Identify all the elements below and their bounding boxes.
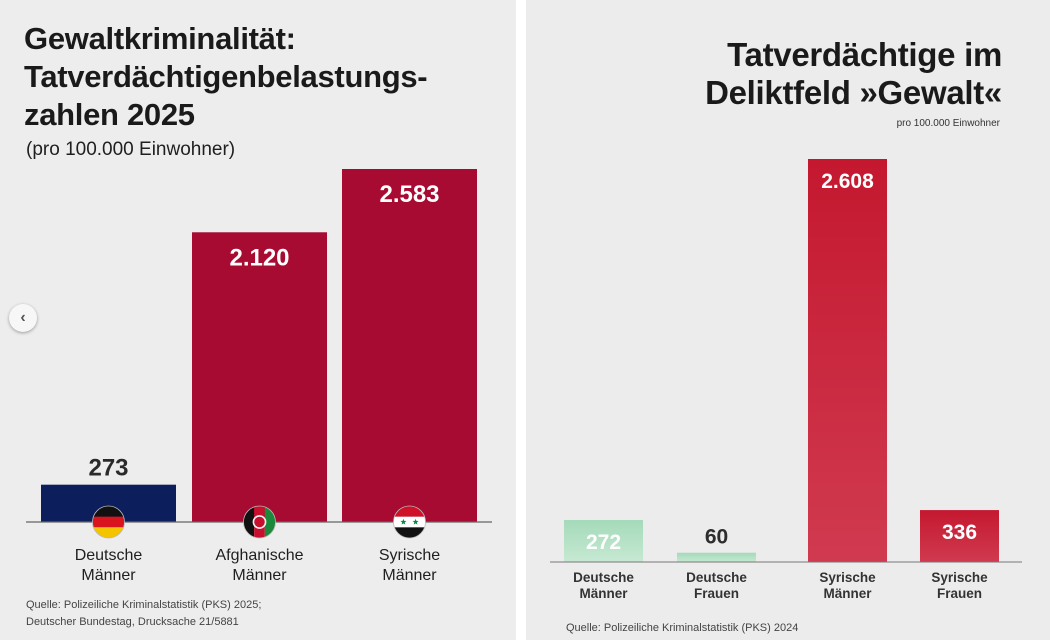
category-label: Syrische xyxy=(819,570,876,585)
previous-slide-button[interactable]: ‹ xyxy=(9,304,37,332)
left-source-line: Deutscher Bundestag, Drucksache 21/5881 xyxy=(26,616,239,628)
chevron-left-icon: ‹ xyxy=(20,309,26,326)
right-bar-chart: 272 602.608336DeutscheMännerDeutscheFraue… xyxy=(550,159,1022,601)
value-label: 272 xyxy=(586,531,621,554)
syria-flag-icon xyxy=(393,505,426,539)
category-label: Deutsche xyxy=(75,547,143,564)
left-source-note: Quelle: Polizeiliche Kriminalstatistik (… xyxy=(26,597,261,631)
category-label: Männer xyxy=(232,567,287,584)
bar xyxy=(564,519,643,562)
value-label: 336 xyxy=(942,521,977,544)
value-label: 2.120 xyxy=(229,244,289,271)
left-title-line: zahlen 2025 xyxy=(24,97,195,132)
bar xyxy=(192,232,327,522)
category-label: Afghanische xyxy=(215,547,303,564)
left-chart-panel: Gewaltkriminalität: Tatverdächtigenbelas… xyxy=(0,0,516,640)
right-chart-title: Tatverdächtige im Deliktfeld »Gewalt« xyxy=(582,36,1002,112)
right-source-line: Quelle: Polizeiliche Kriminalstatistik (… xyxy=(566,622,799,634)
category-label: Deutsche xyxy=(686,570,747,585)
category-label: Männer xyxy=(81,567,136,584)
category-label: Männer xyxy=(579,586,628,601)
right-chart-panel: Tatverdächtige im Deliktfeld »Gewalt« pr… xyxy=(526,0,1050,640)
category-label: Deutsche xyxy=(573,570,634,585)
value-label: 60 xyxy=(705,526,728,549)
bar xyxy=(808,159,887,562)
right-title-line: Tatverdächtige im xyxy=(727,36,1002,73)
bar xyxy=(342,169,477,522)
left-bar-chart: 273 2.120 2.583 Deutsche Männer Afghanische Mä… xyxy=(26,169,492,584)
left-source-line: Quelle: Polizeiliche Kriminalstatistik (… xyxy=(26,599,262,611)
category-label: Männer xyxy=(382,567,437,584)
right-source-note: Quelle: Polizeiliche Kriminalstatistik (… xyxy=(566,620,798,637)
left-title-line: Tatverdächtigenbelastungs- xyxy=(24,59,428,94)
value-label: 2.583 xyxy=(379,181,439,208)
value-label: 2.608 xyxy=(821,170,874,193)
right-chart-subtitle: pro 100.000 Einwohner xyxy=(896,118,1000,129)
category-label: Frauen xyxy=(937,586,982,601)
value-label: 273 xyxy=(88,455,128,482)
right-title-line: Deliktfeld »Gewalt« xyxy=(705,74,1002,111)
left-title-line: Gewaltkriminalität: xyxy=(24,21,296,56)
category-label: Frauen xyxy=(694,586,739,601)
afghanistan-flag-icon xyxy=(243,505,276,539)
bar xyxy=(677,552,756,562)
bar xyxy=(920,510,999,562)
left-chart-title: Gewaltkriminalität: Tatverdächtigenbelas… xyxy=(24,20,494,134)
left-chart-subtitle: (pro 100.000 Einwohner) xyxy=(26,139,236,160)
category-label: Syrische xyxy=(931,570,988,585)
germany-flag-icon xyxy=(92,505,125,539)
category-label: Männer xyxy=(823,586,872,601)
category-label: Syrische xyxy=(379,547,440,564)
